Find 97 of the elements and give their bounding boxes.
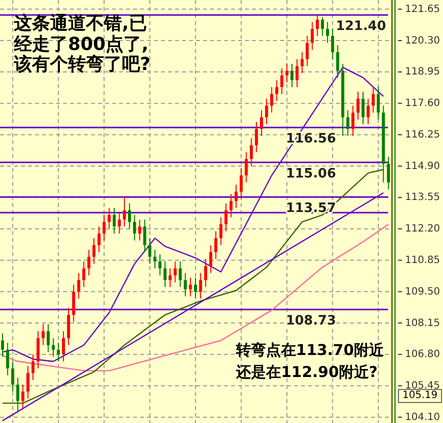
ref-line-label: 121.40	[336, 18, 386, 34]
candlestick	[164, 260, 167, 288]
candlestick	[336, 44, 340, 78]
candlestick	[77, 272, 80, 300]
candlestick	[128, 202, 131, 230]
candlestick	[209, 244, 212, 274]
candlestick	[306, 35, 309, 67]
candlestick	[32, 354, 35, 380]
candlestick	[376, 86, 380, 120]
y-tick-label: 110.85	[405, 254, 440, 266]
candlestick	[174, 260, 177, 283]
candlestick	[356, 91, 360, 120]
annotation: 还是在112.90附近?	[236, 363, 379, 382]
candlestick	[56, 342, 60, 362]
y-tick-label: 109.50	[405, 286, 440, 298]
candlestick	[148, 238, 152, 264]
candlestick	[118, 212, 121, 234]
candlestick	[122, 196, 126, 228]
candlestick	[158, 254, 162, 276]
candlestick	[250, 138, 253, 167]
candlestick	[230, 193, 233, 218]
candlestick	[82, 260, 86, 288]
candlestick	[6, 342, 10, 376]
candlestick	[254, 121, 258, 153]
y-tick-label: 112.20	[405, 224, 440, 235]
candlestick	[168, 268, 172, 288]
candlestick	[224, 202, 228, 232]
candlestick	[320, 16, 324, 36]
annotation: 转弯点在113.70附近	[236, 341, 385, 360]
candlestick	[112, 207, 116, 234]
text: 105.19	[398, 389, 442, 402]
candlestick	[178, 260, 182, 288]
candlestick	[362, 91, 365, 125]
candlestick	[366, 98, 370, 125]
y-tick-label: 106.80	[405, 349, 440, 360]
candlestick	[351, 105, 354, 136]
ref-line-label: 108.73	[286, 314, 336, 329]
annotation: 这条通道不错,已经走了800点了,该有个转弯了吧?	[14, 13, 152, 76]
candlestick	[42, 324, 45, 346]
y-tick-label: 114.90	[405, 160, 440, 172]
candlestick	[108, 207, 111, 230]
y-tick-label: 120.30	[405, 35, 440, 46]
candlestick	[194, 277, 197, 300]
candlestick	[26, 366, 30, 400]
candlestick	[72, 284, 76, 322]
candlestick	[138, 219, 142, 241]
candlestick	[270, 86, 274, 114]
candlestick	[326, 21, 330, 44]
candlestick	[16, 377, 20, 414]
y-tick-label: 113.55	[405, 192, 440, 204]
candlestick	[331, 28, 334, 60]
candlestick	[11, 360, 14, 392]
y-tick-label: 108.15	[405, 318, 440, 329]
candlestick	[87, 249, 90, 276]
candlestick	[1, 332, 4, 358]
candlestick	[260, 110, 264, 136]
candlestick	[199, 272, 202, 300]
y-tick-label: 118.95	[405, 66, 440, 78]
candlestick	[67, 307, 70, 346]
candlestick	[62, 330, 65, 362]
candlestick	[234, 184, 238, 208]
candlestick	[290, 63, 294, 88]
candlestick	[92, 238, 96, 264]
ref-line-label: 115.06	[286, 166, 336, 182]
candlestick	[133, 214, 136, 241]
candlestick	[386, 156, 390, 190]
candlestick	[214, 230, 218, 260]
candlestick	[372, 86, 375, 114]
candlestick	[153, 249, 156, 269]
y-tick-label: 104.10	[405, 412, 440, 423]
y-tick-label: 121.65	[405, 4, 440, 15]
candlestick	[98, 226, 101, 253]
candlestick	[316, 14, 319, 36]
candlestick	[21, 384, 24, 408]
y-tick-label: 105.45	[405, 380, 440, 392]
candlestick	[300, 52, 304, 74]
candlestick	[265, 98, 268, 125]
candlestick	[204, 258, 208, 288]
candlestick	[46, 324, 50, 353]
candlestick	[280, 68, 284, 95]
y-tick-label: 116.25	[405, 129, 440, 140]
candlestick	[285, 63, 288, 83]
candlestick	[184, 272, 187, 297]
candlestick	[296, 58, 299, 88]
candlestick	[143, 219, 146, 253]
candlestick	[275, 80, 278, 102]
line-series	[2, 169, 384, 404]
candlestick	[310, 21, 314, 50]
candlestick	[240, 168, 243, 200]
candlestick	[36, 330, 40, 369]
y-tick-label: 117.60	[405, 98, 440, 110]
candlestick	[102, 214, 106, 241]
candlestick	[219, 216, 222, 246]
candlestick	[244, 152, 248, 183]
candlestick	[188, 277, 192, 297]
candlestick	[346, 110, 350, 136]
candlestick	[52, 338, 55, 358]
